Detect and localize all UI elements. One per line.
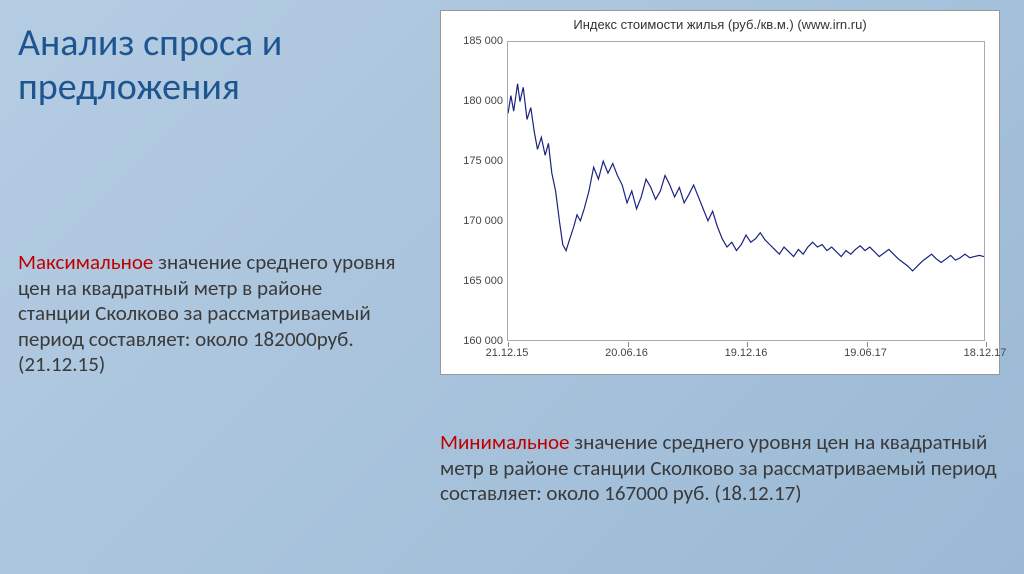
paragraph-max: Максимальное значение среднего уровня це… [18,250,398,378]
highlight-min: Минимальное [440,429,569,455]
x-axis-label: 19.12.16 [725,347,768,359]
y-axis-label: 170 000 [451,215,503,227]
chart-container: Индекс стоимости жилья (руб./кв.м.) (www… [440,10,1000,375]
paragraph-min: Минимальное значение среднего уровня цен… [440,430,1000,507]
x-axis-label: 21.12.15 [486,347,529,359]
chart-title: Индекс стоимости жилья (руб./кв.м.) (www… [441,11,999,32]
x-axis-label: 20.06.16 [605,347,648,359]
slide-title: Анализ спроса и предложения [18,22,398,109]
highlight-max: Максимальное [18,249,153,275]
y-axis-label: 185 000 [451,35,503,47]
line-chart [508,42,984,340]
chart-plot-area [507,41,985,341]
y-axis-label: 160 000 [451,335,503,347]
y-axis-label: 165 000 [451,275,503,287]
y-axis-label: 180 000 [451,95,503,107]
x-axis-label: 18.12.17 [964,347,1007,359]
y-axis-label: 175 000 [451,155,503,167]
x-axis-label: 19.06.17 [844,347,887,359]
